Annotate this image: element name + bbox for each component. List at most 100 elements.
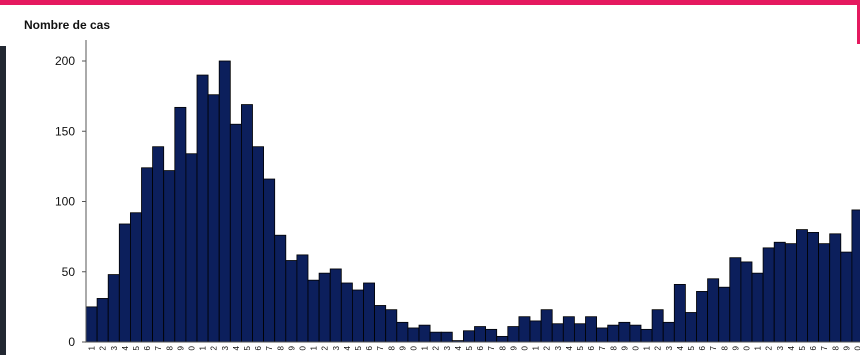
x-tick-label: 3 bbox=[665, 345, 674, 350]
bar bbox=[551, 323, 564, 343]
bar bbox=[696, 291, 709, 343]
bar bbox=[385, 309, 398, 343]
x-tick-label: 0 bbox=[298, 345, 307, 350]
x-tick-label: 6 bbox=[587, 345, 596, 350]
bar bbox=[185, 153, 198, 343]
x-tick-label: 1 bbox=[88, 345, 97, 350]
x-tick-label: 8 bbox=[276, 345, 285, 350]
bar bbox=[318, 272, 331, 343]
bar bbox=[640, 328, 653, 343]
x-tick-label: 9 bbox=[176, 345, 185, 350]
x-tick-label: 4 bbox=[565, 345, 574, 350]
x-tick-label: 2 bbox=[210, 345, 219, 350]
x-tick-label: 4 bbox=[232, 345, 241, 350]
bar bbox=[207, 94, 220, 343]
bar bbox=[773, 241, 786, 343]
x-tick-label: 2 bbox=[99, 345, 108, 350]
bar bbox=[152, 146, 165, 343]
x-tick-label: 5 bbox=[465, 345, 474, 350]
x-tick-label: 2 bbox=[432, 345, 441, 350]
bar bbox=[163, 170, 176, 343]
bars bbox=[85, 60, 860, 343]
x-tick-label: 3 bbox=[443, 345, 452, 350]
bar bbox=[374, 305, 387, 343]
x-tick-label: 4 bbox=[676, 345, 685, 350]
bar bbox=[707, 278, 720, 343]
bar bbox=[252, 146, 265, 343]
x-tick-label: 5 bbox=[243, 345, 252, 350]
bar bbox=[429, 331, 442, 343]
left-edge-strip bbox=[0, 46, 6, 355]
y-tick-label: 100 bbox=[55, 195, 75, 209]
bar bbox=[141, 167, 154, 343]
bar bbox=[107, 274, 120, 343]
bar bbox=[285, 260, 298, 343]
bar bbox=[718, 286, 731, 343]
x-tick-label: 6 bbox=[365, 345, 374, 350]
bar bbox=[518, 316, 531, 343]
bar bbox=[85, 306, 98, 343]
bar bbox=[418, 324, 431, 343]
x-tick-label: 1 bbox=[532, 345, 541, 350]
bar bbox=[485, 328, 498, 343]
x-tick-label: 3 bbox=[332, 345, 341, 350]
x-tick-label: 1 bbox=[421, 345, 430, 350]
x-tick-label: 0 bbox=[631, 345, 640, 350]
bar bbox=[796, 229, 808, 343]
x-tick-label: 3 bbox=[776, 345, 785, 350]
x-tick-label: 0 bbox=[520, 345, 529, 350]
bar bbox=[607, 324, 620, 343]
bar bbox=[562, 316, 575, 343]
x-tick-label: 4 bbox=[787, 345, 796, 350]
bar bbox=[407, 327, 420, 343]
bar bbox=[263, 178, 276, 343]
x-tick-label: 7 bbox=[709, 345, 718, 350]
x-tick-label: 1 bbox=[754, 345, 763, 350]
bar bbox=[351, 289, 364, 343]
bar bbox=[129, 212, 142, 343]
bar bbox=[585, 316, 598, 343]
top-accent-bar bbox=[0, 0, 860, 5]
x-tick-label: 5 bbox=[576, 345, 585, 350]
x-tick-label: 7 bbox=[820, 345, 829, 350]
x-tick-label: 6 bbox=[698, 345, 707, 350]
x-tick-label: 8 bbox=[831, 345, 840, 350]
x-tick-label: 8 bbox=[387, 345, 396, 350]
y-tick-label: 150 bbox=[55, 124, 75, 138]
x-tick-label: 7 bbox=[376, 345, 385, 350]
x-tick-label: 0 bbox=[409, 345, 418, 350]
bar bbox=[685, 312, 697, 343]
bar bbox=[363, 282, 376, 343]
x-tick-label: 4 bbox=[343, 345, 352, 350]
bar bbox=[807, 232, 820, 343]
bar bbox=[496, 335, 509, 343]
x-tick-label: 8 bbox=[720, 345, 729, 350]
x-tick-label: 0 bbox=[742, 345, 751, 350]
bar bbox=[596, 327, 609, 343]
bar bbox=[174, 106, 187, 343]
bar bbox=[229, 123, 242, 343]
bar bbox=[673, 283, 686, 343]
y-tick-label: 200 bbox=[55, 54, 75, 68]
x-tick-label: 9 bbox=[731, 345, 740, 350]
bar bbox=[784, 243, 797, 343]
x-tick-label: 8 bbox=[498, 345, 507, 350]
y-axis-ticks: 0 50 100 150 200 bbox=[55, 54, 86, 349]
x-tick-label: 3 bbox=[221, 345, 230, 350]
x-tick-label: 6 bbox=[254, 345, 263, 350]
bar bbox=[851, 209, 860, 343]
bar bbox=[618, 321, 631, 343]
x-tick-label: 2 bbox=[543, 345, 552, 350]
x-tick-label: 6 bbox=[143, 345, 152, 350]
bar bbox=[829, 233, 842, 343]
x-tick-label: 2 bbox=[765, 345, 774, 350]
bar bbox=[629, 324, 642, 343]
x-tick-label: 7 bbox=[265, 345, 274, 350]
bar bbox=[329, 268, 342, 343]
bar bbox=[540, 309, 553, 343]
bar bbox=[196, 74, 209, 343]
x-tick-label: 2 bbox=[654, 345, 663, 350]
bar bbox=[529, 320, 542, 343]
